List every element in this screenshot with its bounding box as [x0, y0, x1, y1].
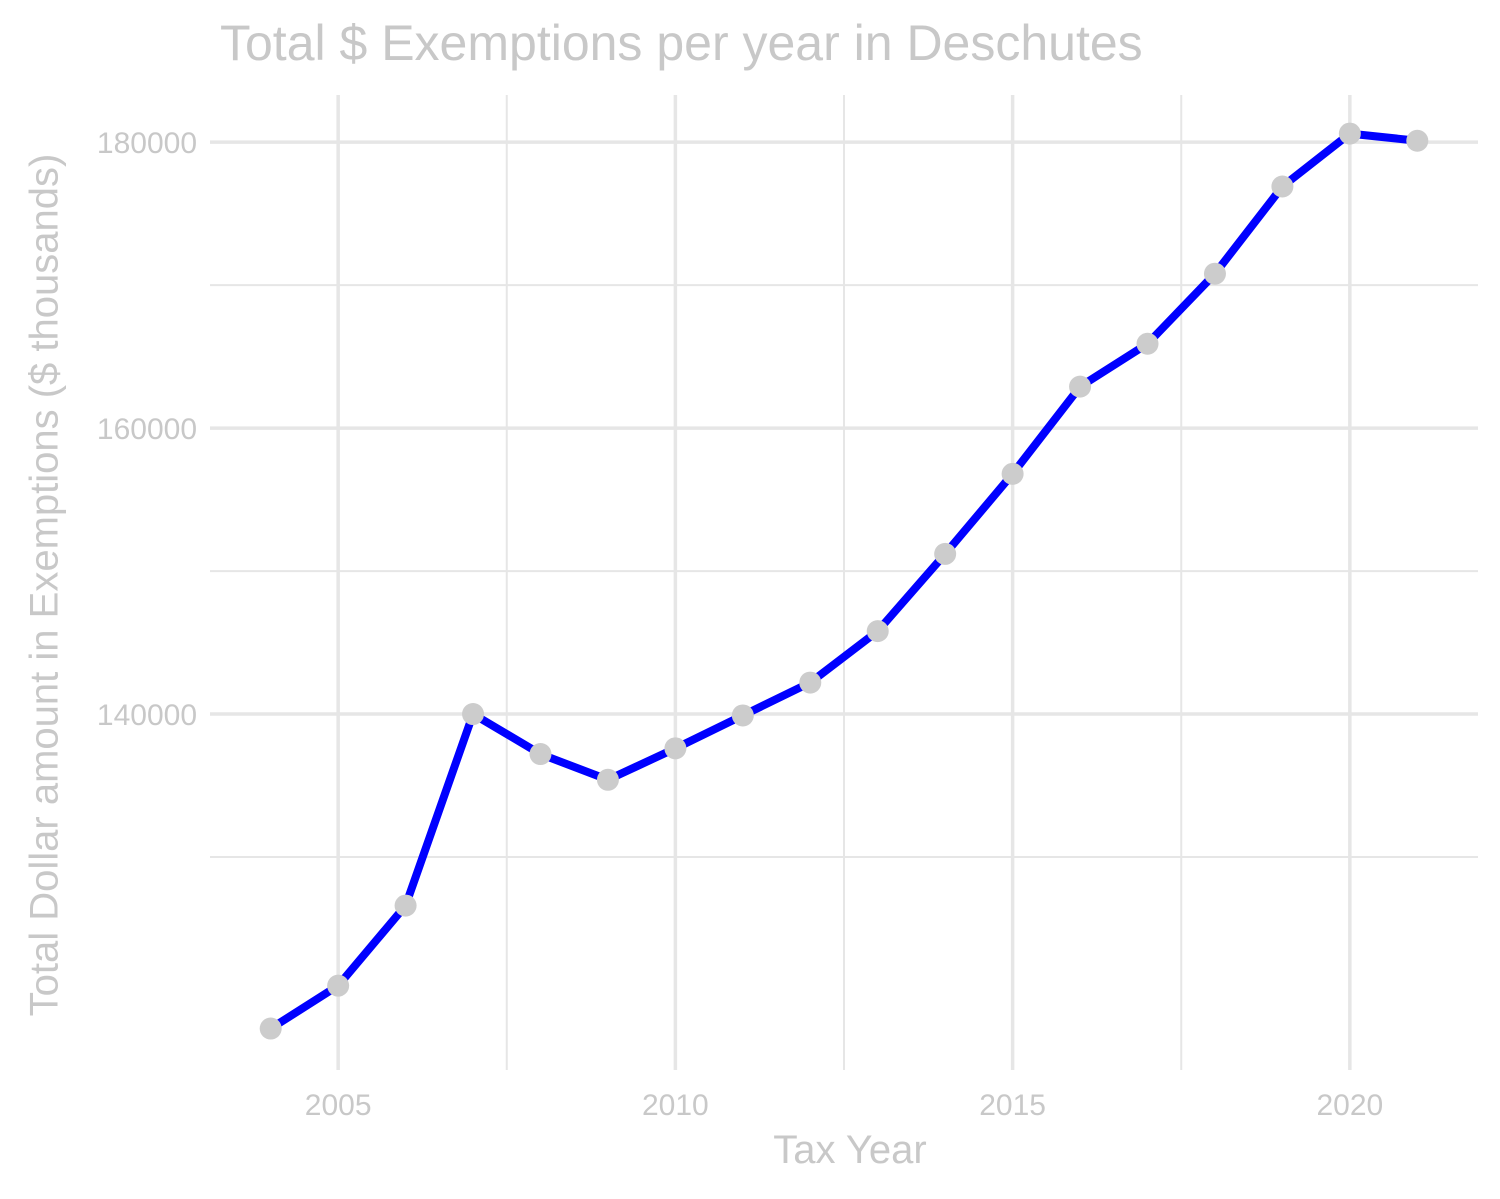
data-point	[1271, 175, 1294, 198]
major-gridlines	[210, 95, 1478, 1070]
tick-labels: 2005 2010 2015 2020 140000 160000 180000	[97, 127, 1383, 1122]
data-point	[1338, 122, 1361, 145]
y-tick-label: 160000	[97, 413, 197, 446]
data-point	[394, 894, 417, 917]
data-point	[1069, 375, 1092, 398]
data-point	[731, 704, 754, 727]
data-point	[664, 737, 687, 760]
x-axis-label: Tax Year	[773, 1128, 927, 1172]
data-point	[799, 671, 822, 694]
data-point	[529, 743, 552, 766]
x-tick-label: 2015	[979, 1089, 1046, 1122]
x-tick-label: 2005	[305, 1089, 372, 1122]
x-tick-label: 2010	[642, 1089, 709, 1122]
data-point	[866, 620, 889, 643]
x-tick-label: 2020	[1316, 1089, 1383, 1122]
data-point	[1406, 129, 1429, 152]
data-point	[1136, 332, 1159, 355]
y-tick-label: 140000	[97, 699, 197, 732]
data-point	[934, 542, 957, 565]
data-point	[596, 768, 619, 791]
y-tick-label: 180000	[97, 127, 197, 160]
data-point	[327, 974, 350, 997]
data-point	[259, 1017, 282, 1040]
data-point	[1203, 262, 1226, 285]
data-point	[462, 703, 485, 726]
data-series	[259, 122, 1429, 1040]
series-line	[266, 129, 1422, 1033]
minor-gridlines	[210, 95, 1478, 1070]
chart-title: Total $ Exemptions per year in Deschutes	[220, 15, 1143, 71]
data-point	[1001, 462, 1024, 485]
